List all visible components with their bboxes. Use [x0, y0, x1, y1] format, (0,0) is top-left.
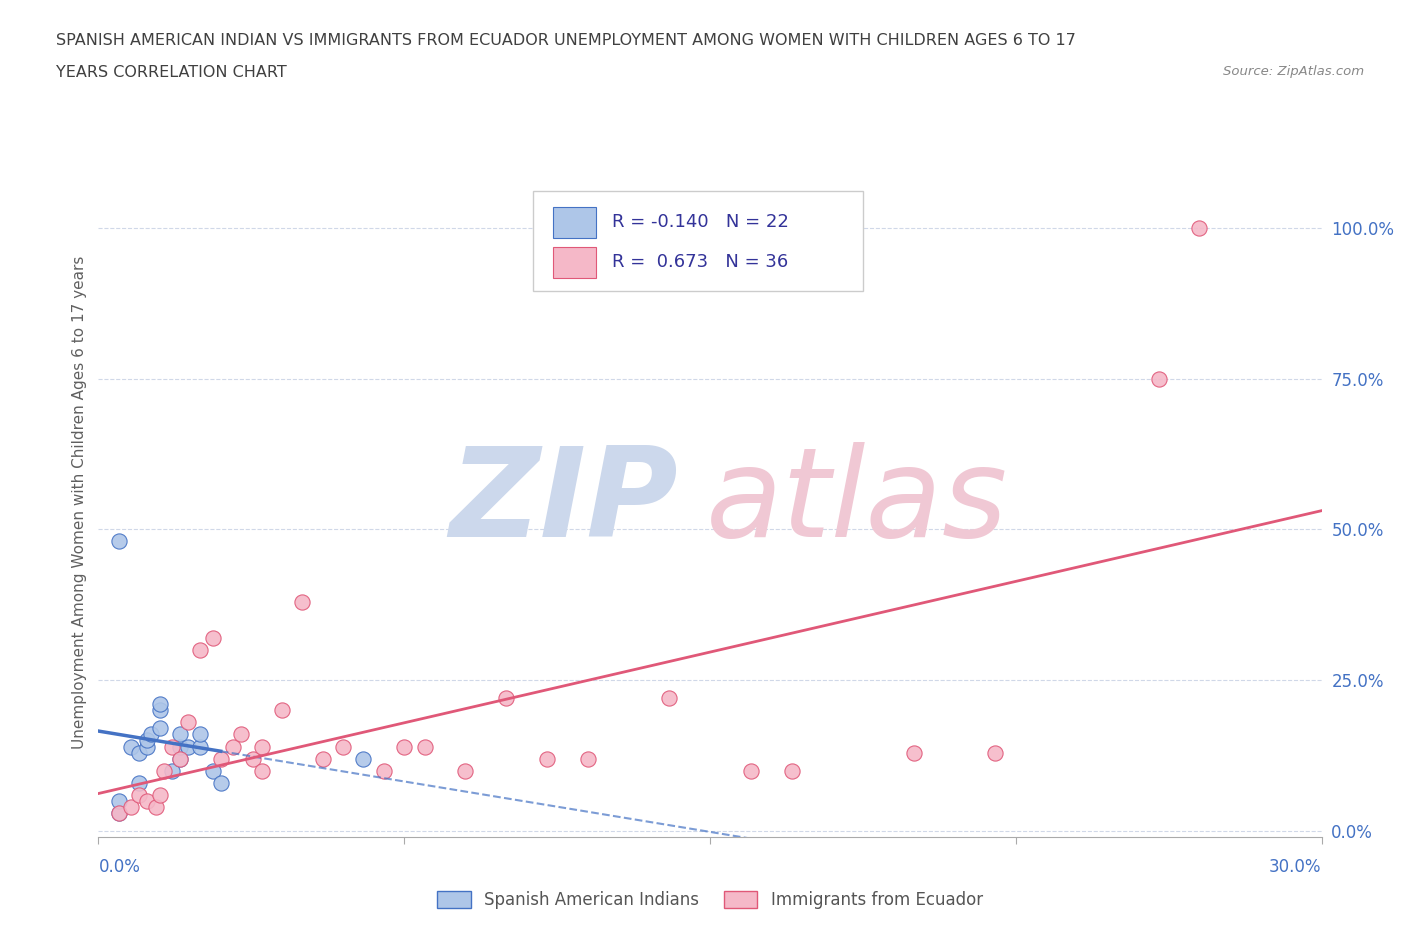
Point [160, 764, 183, 778]
Text: R = -0.140   N = 22: R = -0.140 N = 22 [612, 213, 789, 232]
Point [177, 715, 200, 730]
Point [136, 733, 159, 748]
Text: R =  0.673   N = 36: R = 0.673 N = 36 [612, 254, 789, 272]
Point [136, 739, 159, 754]
Point [209, 776, 232, 790]
Point [136, 793, 159, 808]
Point [576, 751, 599, 766]
Point [201, 631, 224, 645]
Point [169, 751, 191, 766]
Text: SPANISH AMERICAN INDIAN VS IMMIGRANTS FROM ECUADOR UNEMPLOYMENT AMONG WOMEN WITH: SPANISH AMERICAN INDIAN VS IMMIGRANTS FR… [56, 33, 1076, 47]
Point [160, 739, 183, 754]
Point [149, 788, 172, 803]
Point [1147, 371, 1170, 386]
Point [373, 764, 395, 778]
Point [1188, 220, 1211, 235]
Point [177, 739, 200, 754]
Point [536, 751, 558, 766]
Text: Source: ZipAtlas.com: Source: ZipAtlas.com [1223, 65, 1364, 78]
Point [188, 643, 212, 658]
Point [128, 745, 150, 760]
Point [169, 727, 191, 742]
Point [413, 739, 436, 754]
Point [141, 727, 163, 742]
Point [332, 739, 354, 754]
Point [903, 745, 925, 760]
Point [495, 691, 517, 706]
Point [250, 739, 273, 754]
Point [108, 805, 131, 820]
Point [984, 745, 1007, 760]
Point [231, 727, 253, 742]
Point [128, 776, 150, 790]
Point [108, 805, 131, 820]
Point [108, 534, 131, 549]
Point [188, 739, 212, 754]
Point [188, 727, 212, 742]
FancyBboxPatch shape [533, 191, 863, 291]
Point [169, 739, 191, 754]
Point [250, 764, 273, 778]
Point [658, 691, 681, 706]
Text: ZIP: ZIP [449, 442, 678, 563]
Point [291, 594, 314, 609]
Text: YEARS CORRELATION CHART: YEARS CORRELATION CHART [56, 65, 287, 80]
Point [149, 703, 172, 718]
Point [108, 793, 131, 808]
Point [201, 764, 224, 778]
Point [120, 800, 142, 815]
Point [352, 751, 374, 766]
Text: 30.0%: 30.0% [1270, 857, 1322, 876]
Point [222, 739, 245, 754]
Point [209, 751, 232, 766]
Point [780, 764, 803, 778]
FancyBboxPatch shape [554, 247, 596, 278]
Text: atlas: atlas [706, 442, 1008, 563]
Point [169, 751, 191, 766]
Point [128, 788, 150, 803]
Point [152, 764, 174, 778]
Legend: Spanish American Indians, Immigrants from Ecuador: Spanish American Indians, Immigrants fro… [430, 884, 990, 916]
Point [149, 697, 172, 711]
Point [392, 739, 416, 754]
Point [149, 721, 172, 736]
Point [270, 703, 294, 718]
Point [242, 751, 264, 766]
Point [120, 739, 142, 754]
Point [145, 800, 167, 815]
Point [454, 764, 477, 778]
Point [312, 751, 335, 766]
Point [740, 764, 762, 778]
Text: 0.0%: 0.0% [98, 857, 141, 876]
FancyBboxPatch shape [554, 206, 596, 238]
Y-axis label: Unemployment Among Women with Children Ages 6 to 17 years: Unemployment Among Women with Children A… [72, 256, 87, 749]
